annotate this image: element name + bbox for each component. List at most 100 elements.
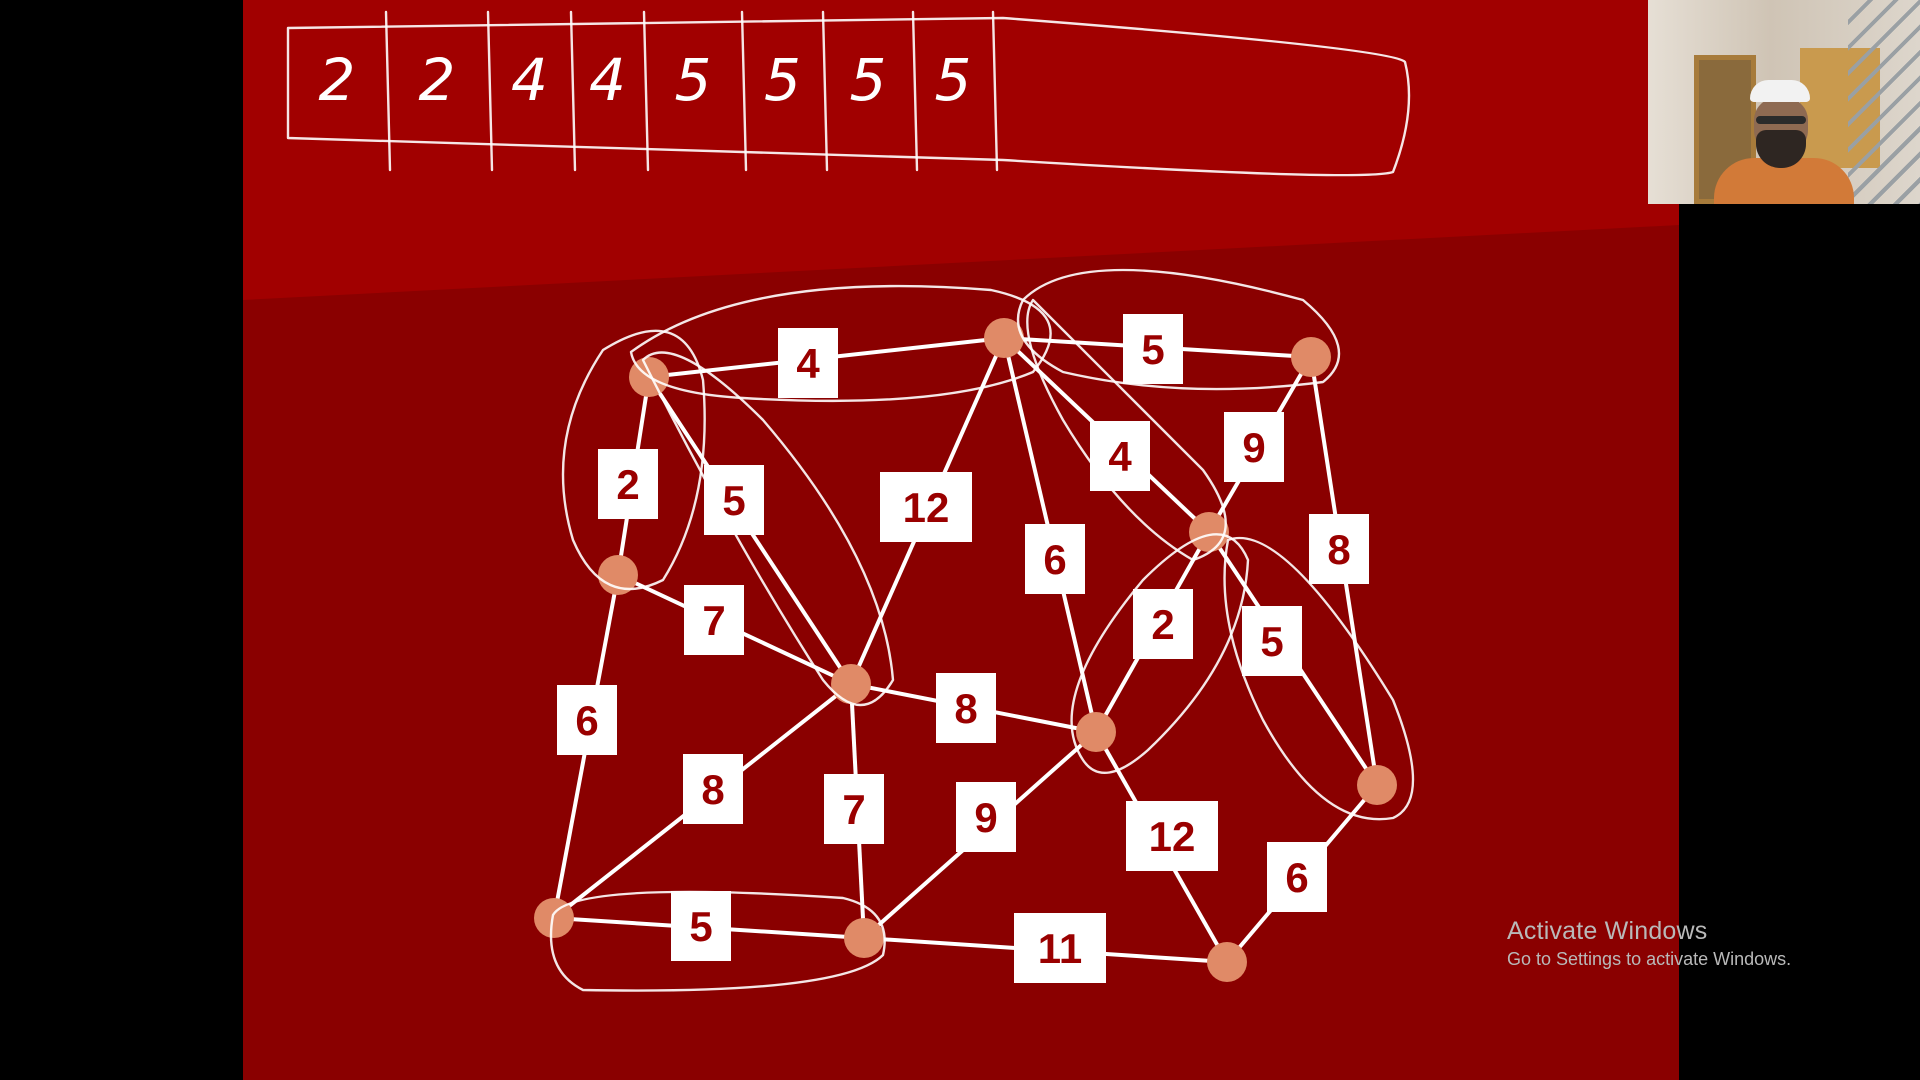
edge-weight-label: 5 (1242, 606, 1302, 676)
edge-weight-label: 9 (1224, 412, 1284, 482)
webcam-stair-rail (1848, 0, 1920, 204)
weight-text: 2 (1151, 601, 1174, 648)
weight-box (684, 585, 744, 655)
graph-node (1291, 337, 1331, 377)
cluster-ink-loop (1070, 533, 1250, 774)
graph-nodes (534, 318, 1397, 982)
annotation-array-divider (384, 10, 392, 172)
weight-text: 7 (842, 786, 865, 833)
watermark-title: Activate Windows (1507, 917, 1708, 945)
weight-text: 5 (722, 477, 745, 524)
weight-box (1090, 421, 1150, 491)
cluster-ink-loop (1026, 298, 1227, 562)
edge-weight-label: 12 (880, 472, 972, 542)
annotation-array-value: 2 (319, 46, 356, 114)
weight-text: 8 (1327, 526, 1350, 573)
annotation-array-outline (286, 16, 1411, 177)
weight-text: 12 (1149, 813, 1196, 860)
graph-node (1357, 765, 1397, 805)
weight-text: 6 (1285, 854, 1308, 901)
edge-weight-label: 4 (1090, 421, 1150, 491)
edge-weight-label: 7 (824, 774, 884, 844)
graph-node (844, 918, 884, 958)
weight-box (1267, 842, 1327, 912)
cluster-ink-loop (1223, 536, 1415, 821)
weight-box (1224, 412, 1284, 482)
weight-box (1242, 606, 1302, 676)
weight-box (683, 754, 743, 824)
weight-text: 8 (701, 766, 724, 813)
cluster-ink-annotations (549, 268, 1415, 992)
edge-weight-label: 8 (683, 754, 743, 824)
annotation-array-value: 5 (764, 46, 801, 114)
weight-box (671, 891, 731, 961)
annotation-array-divider (821, 10, 829, 172)
edge-weight-label: 4 (778, 328, 838, 398)
weight-text: 4 (1108, 433, 1132, 480)
edge-weight-label: 7 (684, 585, 744, 655)
weight-text: 5 (1260, 618, 1283, 665)
weight-box (1025, 524, 1085, 594)
weight-box (1014, 913, 1106, 983)
weight-box (704, 465, 764, 535)
weight-box (824, 774, 884, 844)
weight-box (936, 673, 996, 743)
weight-box (598, 449, 658, 519)
graph-node (1207, 942, 1247, 982)
edge-weight-label: 8 (936, 673, 996, 743)
annotation-array-divider (486, 10, 494, 172)
weight-box (1133, 589, 1193, 659)
graph-node (831, 664, 871, 704)
weight-text: 4 (796, 340, 820, 387)
edge-weight-label: 6 (1267, 842, 1327, 912)
cluster-ink-loop (1016, 268, 1341, 391)
windows-activation-watermark: Activate Windows Go to Settings to activ… (1507, 916, 1791, 972)
weight-text: 9 (1242, 424, 1265, 471)
cluster-ink-loop (561, 329, 706, 591)
weight-text: 5 (689, 903, 712, 950)
annotation-array-value: 2 (419, 46, 456, 114)
edge-weight-label: 11 (1014, 913, 1106, 983)
weight-box (1309, 514, 1369, 584)
annotation-array-divider (569, 10, 577, 172)
annotation-array-divider (642, 10, 650, 172)
annotation-array-value: 4 (589, 46, 626, 114)
annotation-array-value: 4 (511, 46, 548, 114)
weight-box (1126, 801, 1218, 871)
weight-box (557, 685, 617, 755)
weight-text: 7 (702, 597, 725, 644)
presenter-webcam (1648, 0, 1920, 204)
edge-weight-label: 6 (1025, 524, 1085, 594)
weight-box (956, 782, 1016, 852)
edge-weights: 4 5 2 5 12 4 9 6 8 7 2 5 6 8 8 7 9 12 6 5 11 (557, 314, 1369, 983)
weight-box (880, 472, 972, 542)
graph-node (534, 898, 574, 938)
weight-text: 9 (974, 794, 997, 841)
edge-weight-label: 12 (1126, 801, 1218, 871)
edge-weight-label: 8 (1309, 514, 1369, 584)
weight-text: 2 (616, 461, 639, 508)
edge-weight-label: 5 (671, 891, 731, 961)
graph-node (1076, 712, 1116, 752)
edge-weight-label: 5 (1123, 314, 1183, 384)
cluster-ink-loop (641, 351, 895, 706)
weight-text: 11 (1038, 925, 1082, 972)
weight-text: 5 (1141, 326, 1164, 373)
graph-node (1189, 512, 1229, 552)
weight-box (1123, 314, 1183, 384)
edge-weight-label: 9 (956, 782, 1016, 852)
edge-weight-label: 2 (598, 449, 658, 519)
graph-node (984, 318, 1024, 358)
edge-weight-label: 5 (704, 465, 764, 535)
webcam-person-glasses (1756, 116, 1806, 124)
annotation-array-divider (911, 10, 919, 172)
weight-text: 12 (903, 484, 950, 531)
weight-text: 8 (954, 685, 977, 732)
annotation-array-divider (991, 10, 999, 172)
weight-text: 6 (575, 697, 598, 744)
weight-box (778, 328, 838, 398)
annotation-array-divider (740, 10, 748, 172)
